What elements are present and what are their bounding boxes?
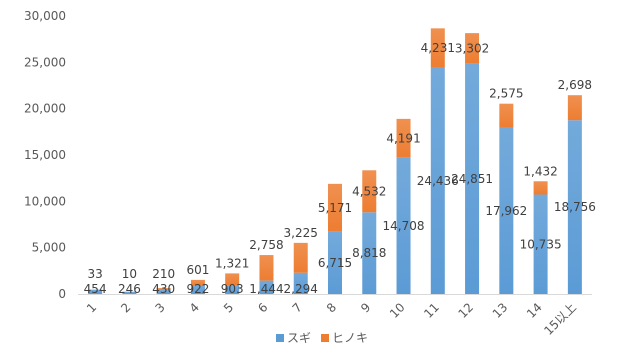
data-label-hinoki: 4,191 [386,131,420,145]
data-label-sugi: 903 [221,282,244,296]
bars [88,28,582,295]
x-tick-label: 14 [524,300,545,321]
bar-sugi [156,290,171,294]
bar-sugi [122,291,137,294]
x-tick-label: 11 [421,300,442,321]
legend-label-sugi: スギ [287,331,311,345]
bar-sugi [225,285,240,294]
legend-swatch-sugi [276,334,284,342]
x-tick-label: 12 [455,300,476,321]
data-label-sugi: 24,851 [451,172,493,186]
legend-swatch-hinoki [321,334,329,342]
data-label-hinoki: 601 [186,263,209,277]
bar-hinoki [396,118,411,158]
data-label-sugi: 2,294 [284,282,318,296]
legend-label-hinoki: ヒノキ [332,331,368,345]
data-label-hinoki: 2,758 [249,238,283,252]
data-label-hinoki: 1,432 [523,164,557,178]
y-tick-label: 15,000 [24,148,66,162]
data-label-hinoki: 1,321 [215,256,249,270]
y-tick-label: 30,000 [24,9,66,23]
data-label-sugi: 922 [186,282,209,296]
bar-hinoki [362,170,377,213]
bar-sugi [396,157,411,294]
data-label-hinoki: 3,225 [284,226,318,240]
bar-hinoki [156,288,171,291]
y-tick-label: 20,000 [24,102,66,116]
data-label-hinoki: 3,302 [455,41,489,55]
x-tick-label: 5 [221,300,236,315]
data-label-sugi: 6,715 [318,256,352,270]
data-label-sugi: 10,735 [520,237,562,251]
bar-hinoki [533,181,548,195]
bar-sugi [499,127,514,295]
bar-sugi [190,285,205,294]
data-label-sugi: 8,818 [352,246,386,260]
x-tick-label: 9 [358,300,373,315]
x-tick-label: 15以上 [541,300,579,338]
x-tick-label: 7 [290,300,305,315]
bar-hinoki [499,103,514,128]
x-tick-label: 3 [152,300,167,315]
bar-sugi [533,194,548,294]
data-label-hinoki: 2,698 [558,78,592,92]
y-tick-label: 0 [58,287,66,301]
data-label-hinoki: 5,171 [318,201,352,215]
data-label-sugi: 24,436 [417,174,459,188]
bar-sugi [293,272,308,294]
bar-hinoki [293,242,308,273]
bar-sugi [465,63,480,294]
bar-sugi [430,67,445,295]
y-tick-label: 5,000 [32,241,66,255]
data-label-hinoki: 33 [87,267,102,281]
data-label-hinoki: 4,532 [352,184,386,198]
x-tick-label: 1 [84,300,99,315]
bar-hinoki [259,255,274,281]
data-label-sugi: 18,756 [554,200,596,214]
bar-hinoki [225,273,240,286]
data-label-hinoki: 10 [122,267,137,281]
y-tick-label: 25,000 [24,55,66,69]
data-label-sugi: 1,444 [249,282,283,296]
data-label-hinoki: 210 [152,267,175,281]
x-tick-label: 4 [187,300,202,315]
bar-hinoki [328,183,342,232]
data-label-sugi: 430 [152,282,175,296]
y-tick-label: 10,000 [24,194,66,208]
x-tick-label: 13 [490,300,511,321]
data-label-hinoki: 2,575 [489,87,523,101]
bar-hinoki [567,95,582,121]
bar-hinoki [430,28,445,68]
bar-sugi [362,212,377,294]
bar-sugi [259,280,274,294]
bar-sugi [328,231,342,294]
bar-hinoki [465,33,480,64]
x-tick-label: 2 [118,300,133,315]
x-tick-label: 8 [324,300,339,315]
data-label-hinoki: 4,231 [421,41,455,55]
x-tick-label: 10 [387,300,408,321]
x-tick-label: 6 [255,300,270,315]
legend: スギ ヒノキ [276,331,368,345]
data-label-sugi: 454 [84,282,107,296]
bar-hinoki [190,279,205,286]
bar-sugi [567,120,582,294]
data-label-sugi: 246 [118,282,141,296]
y-axis: 0 5,000 10,000 15,000 20,000 25,000 30,000 [24,9,66,301]
bar-sugi [88,289,103,294]
data-label-sugi: 14,708 [383,219,425,233]
data-label-sugi: 17,962 [485,204,527,218]
